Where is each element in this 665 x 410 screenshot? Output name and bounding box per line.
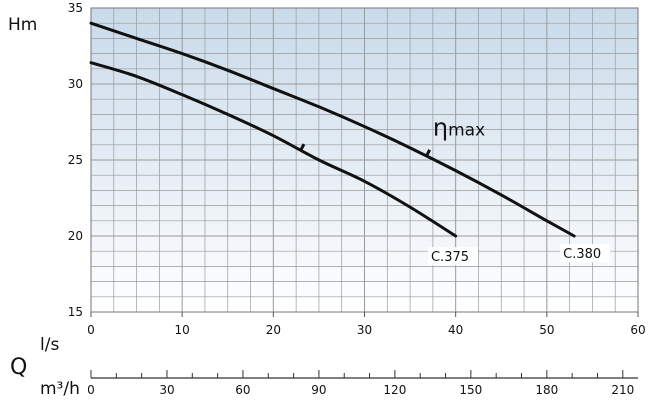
secondary-tick-label: 180 [535, 383, 558, 397]
efficiency-label: ηmax [433, 114, 485, 142]
secondary-tick-label: 120 [383, 383, 406, 397]
curve-label-background [560, 244, 611, 263]
x-tick-label: 20 [266, 323, 281, 337]
curve-c380 [89, 21, 576, 238]
eta-symbol: η [433, 114, 448, 142]
x-tick-label: 10 [175, 323, 190, 337]
x-axis-label-bottom: m³/h [40, 379, 80, 399]
y-tick-label: 35 [68, 1, 83, 15]
x-tick-label: 30 [357, 323, 372, 337]
secondary-tick-label: 60 [235, 383, 250, 397]
q-label: Q [10, 355, 27, 380]
secondary-tick-label: 0 [87, 383, 95, 397]
x-tick-label: 40 [448, 323, 463, 337]
curve-label-background [427, 247, 478, 266]
secondary-tick-label: 30 [159, 383, 174, 397]
secondary-tick-label: 90 [311, 383, 326, 397]
y-tick-label: 20 [68, 229, 83, 243]
efficiency-mark [425, 149, 431, 157]
efficiency-mark [299, 143, 306, 151]
x-axis-label-top: l/s [40, 335, 59, 355]
x-tick-label: 50 [539, 323, 554, 337]
y-axis-label: Hm [8, 15, 37, 35]
eta-text: max [448, 121, 485, 141]
curve-label: C.380 [563, 247, 601, 262]
curve-c375 [89, 61, 458, 238]
x-tick-label: 0 [87, 323, 95, 337]
y-tick-label: 30 [68, 77, 83, 91]
secondary-tick-label: 150 [459, 383, 482, 397]
secondary-tick-label: 210 [611, 383, 634, 397]
y-tick-label: 15 [68, 305, 83, 319]
curve-label: C.375 [431, 250, 469, 265]
y-tick-label: 25 [68, 153, 83, 167]
x-tick-label: 60 [630, 323, 645, 337]
